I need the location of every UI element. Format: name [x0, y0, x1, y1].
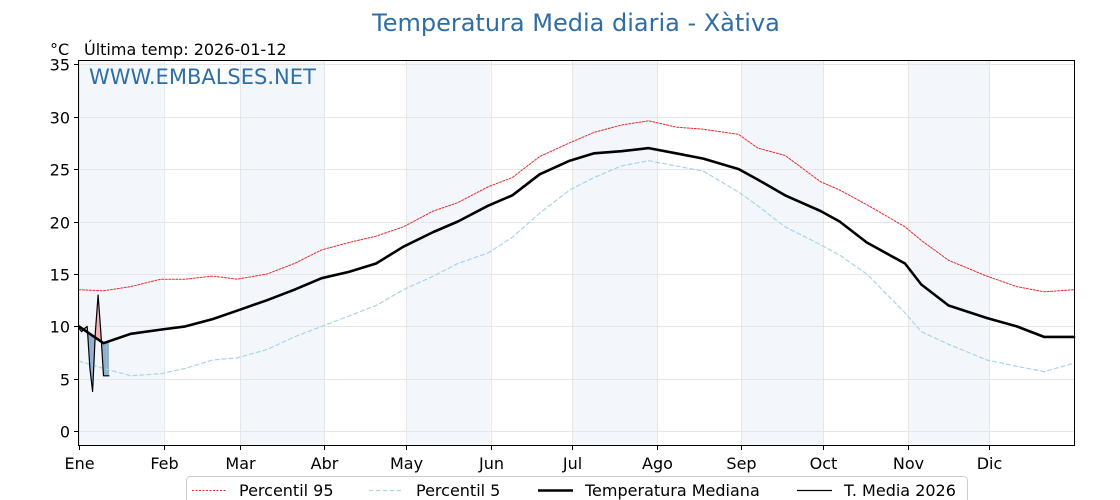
- x-tick-label: Ago: [642, 454, 673, 473]
- legend-box: [186, 476, 968, 500]
- x-tick-label: Feb: [150, 454, 178, 473]
- series-line-percentil-5: [78, 160, 1075, 377]
- legend-label-t-media-2026: T. Media 2026: [843, 481, 956, 500]
- chart-title: Temperatura Media diaria - Xàtiva: [371, 9, 780, 37]
- month-bands: [79, 61, 990, 445]
- legend-label-percentil-95: Percentil 95: [239, 481, 334, 500]
- month-band: [239, 61, 325, 445]
- y-tick-label: 35: [50, 56, 70, 75]
- x-tick-label: May: [390, 454, 423, 473]
- y-tick-label: 5: [60, 371, 70, 390]
- x-tick-label: Ene: [64, 454, 94, 473]
- x-tick-label: Sep: [726, 454, 756, 473]
- series-line-percentil-95: [78, 120, 1075, 293]
- series-lines: [77, 120, 1076, 393]
- legend-label-percentil-5: Percentil 5: [416, 481, 500, 500]
- series-line-t-media-2026: [78, 294, 110, 393]
- plot-frame: [78, 60, 1075, 446]
- x-tick-label: Jun: [478, 454, 504, 473]
- x-tick-label: Mar: [225, 454, 256, 473]
- series-line-temperatura-mediana: [77, 146, 1076, 345]
- x-tick-label: Jul: [562, 454, 582, 473]
- y-tick-label: 10: [50, 318, 70, 337]
- anomaly-fill: [106, 341, 109, 376]
- grid-lines: [79, 61, 1074, 445]
- y-axis: 0 5 10 15 20 25 30 35: [50, 56, 79, 442]
- month-band: [741, 61, 824, 445]
- y-tick-label: 30: [50, 109, 70, 128]
- x-axis: Ene Feb Mar Abr May Jun Jul Ago Sep Oct Nov Dic: [64, 445, 1002, 473]
- watermark: WWW.EMBALSES.NET: [89, 65, 316, 89]
- x-tick-label: Dic: [977, 454, 1003, 473]
- y-tick-label: 0: [60, 423, 70, 442]
- unit-label: °C: [50, 40, 69, 59]
- month-band: [406, 61, 491, 445]
- month-band: [572, 61, 657, 445]
- anomaly-fill: [103, 342, 107, 376]
- y-tick-label: 25: [50, 161, 70, 180]
- x-tick-label: Abr: [311, 454, 339, 473]
- month-band: [907, 61, 990, 445]
- legend: Percentil 95 Percentil 5 Temperatura Media…: [186, 476, 968, 500]
- last-temp-label: Última temp: 2026-01-12: [84, 40, 287, 59]
- y-tick-label: 20: [50, 214, 70, 233]
- x-tick-label: Nov: [893, 454, 924, 473]
- y-tick-label: 15: [50, 266, 70, 285]
- legend-label-temperatura-mediana: Temperatura Mediana: [584, 481, 760, 500]
- anomaly-fill: [89, 333, 93, 392]
- x-tick-label: Oct: [810, 454, 838, 473]
